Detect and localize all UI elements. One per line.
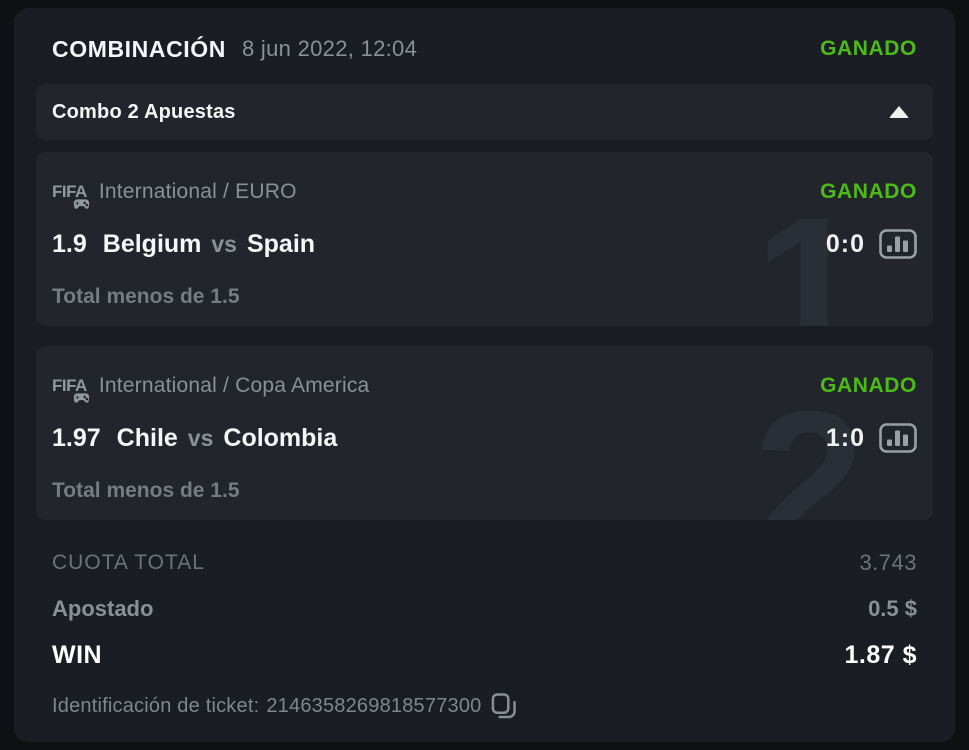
odds-value: 1.97 <box>52 423 101 452</box>
score-value: 1:0 <box>825 423 865 452</box>
bet-type-title: COMBINACIÓN <box>52 35 226 62</box>
fifa-wordmark: FIFA <box>52 182 87 201</box>
vs-label: vs <box>187 424 214 451</box>
away-team: Spain <box>246 229 316 258</box>
gamepad-icon <box>72 198 90 210</box>
ticket-id-value: 2146358269818577300 <box>266 694 482 717</box>
vs-label: vs <box>211 230 237 257</box>
ticket-id-label: Identificación de ticket: <box>52 694 260 717</box>
bet-datetime: 8 jun 2022, 12:04 <box>241 36 418 61</box>
odds-value: 1.9 <box>52 229 87 258</box>
bet-league-row: FIFA International / Copa America GANADO <box>52 372 917 404</box>
combo-toggle-row[interactable]: Combo 2 Apuestas <box>36 84 933 140</box>
win-label: WIN <box>52 640 103 669</box>
market-label: Total menos de 1.5 <box>52 479 240 502</box>
ticket-status-badge: GANADO <box>820 37 917 60</box>
ticket-header: COMBINACIÓN 8 jun 2022, 12:04 GANADO <box>36 8 933 84</box>
collapse-arrow-icon[interactable] <box>889 106 909 118</box>
fifa-esports-icon: FIFA <box>52 376 90 404</box>
stake-label: Apostado <box>52 596 154 621</box>
bet-market-row: Total menos de 1.5 <box>52 478 917 504</box>
bet-match-row: 1.97 Chile vs Colombia 1:0 <box>52 418 917 458</box>
bet-ticket-panel: COMBINACIÓN 8 jun 2022, 12:04 GANADO Com… <box>14 8 955 742</box>
bet-index-watermark: 2 <box>753 370 865 521</box>
match-stats-icon[interactable] <box>879 423 917 453</box>
copy-ticket-id-icon[interactable] <box>491 692 517 720</box>
total-odds-label: CUOTA TOTAL <box>52 551 205 574</box>
away-team: Colombia <box>223 423 338 452</box>
combo-label: Combo 2 Apuestas <box>52 100 236 123</box>
total-odds-value: 3.743 <box>859 550 917 575</box>
stake-value: 0.5 $ <box>868 596 917 621</box>
total-odds-row: CUOTA TOTAL 3.743 <box>36 540 933 586</box>
bet-card: 2 FIFA International / Copa America GANA… <box>36 346 933 520</box>
gamepad-icon <box>72 392 90 404</box>
market-label: Total menos de 1.5 <box>52 285 240 308</box>
score-value: 0:0 <box>825 229 865 258</box>
match-stats-icon[interactable] <box>879 229 917 259</box>
bet-league-row: FIFA International / EURO GANADO <box>52 178 917 210</box>
home-team: Belgium <box>102 229 202 258</box>
league-label: International / EURO <box>98 180 297 203</box>
bet-card: 1 FIFA International / EURO GANADO 1.9 B… <box>36 152 933 326</box>
win-value: 1.87 $ <box>844 640 917 669</box>
bet-match-row: 1.9 Belgium vs Spain 0:0 <box>52 224 917 264</box>
fifa-esports-icon: FIFA <box>52 182 90 210</box>
fifa-wordmark: FIFA <box>52 376 87 395</box>
league-label: International / Copa America <box>98 374 370 397</box>
win-row: WIN 1.87 $ <box>36 632 933 678</box>
home-team: Chile <box>116 423 178 452</box>
stake-row: Apostado 0.5 $ <box>36 586 933 632</box>
bet-market-row: Total menos de 1.5 <box>52 284 917 310</box>
bet-status-badge: GANADO <box>820 180 917 203</box>
bet-index-watermark: 1 <box>753 176 865 327</box>
ticket-summary: CUOTA TOTAL 3.743 Apostado 0.5 $ WIN 1.8… <box>36 540 933 678</box>
ticket-id-row: Identificación de ticket: 21463582698185… <box>36 684 933 728</box>
bet-status-badge: GANADO <box>820 374 917 397</box>
